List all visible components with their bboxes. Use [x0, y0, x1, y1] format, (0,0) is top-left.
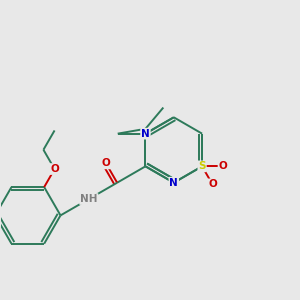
Text: N: N — [169, 178, 178, 188]
Text: O: O — [218, 161, 227, 171]
Text: S: S — [198, 161, 206, 171]
Text: N: N — [141, 129, 150, 139]
Text: O: O — [208, 179, 217, 189]
Text: O: O — [102, 158, 110, 168]
Text: O: O — [50, 164, 59, 174]
Text: NH: NH — [80, 194, 98, 204]
